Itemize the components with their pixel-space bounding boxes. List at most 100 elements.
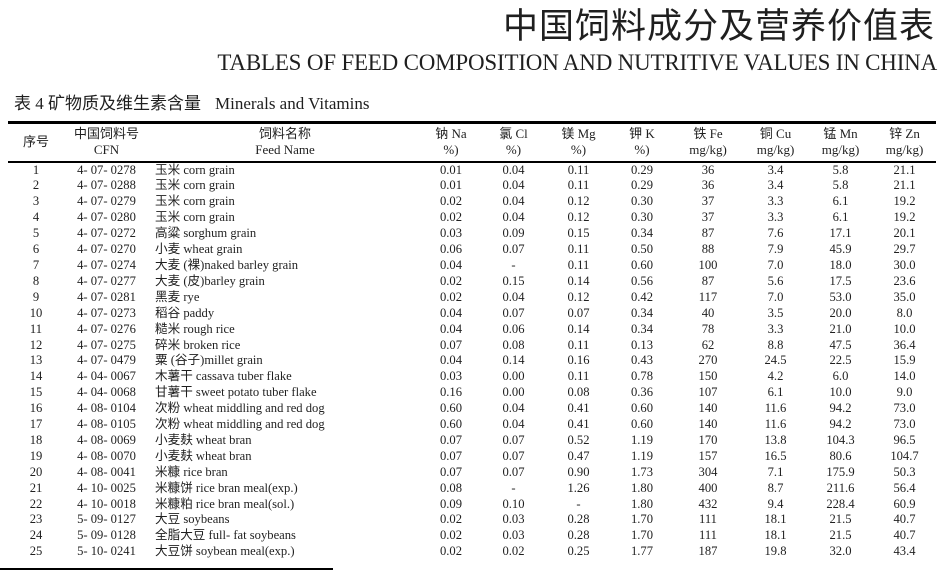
cell-na: 0.60 <box>439 417 463 432</box>
column-header-mn: 锰 Mn mg/kg) <box>808 122 873 163</box>
cell-na: 0.06 <box>439 242 463 257</box>
cell-na: 0.04 <box>439 257 463 272</box>
cell-mn: 21.0 <box>829 321 852 336</box>
cell-zn: 23.6 <box>893 273 916 288</box>
cell-mg: 0.90 <box>567 464 590 479</box>
cell-na: 0.04 <box>439 305 463 320</box>
table-row: 8 4- 07- 0277 大麦 (皮)barley grain 0.02 0.15 0.… <box>8 274 936 290</box>
cell-mn: 17.1 <box>829 226 852 241</box>
cell-na: 0.08 <box>439 480 463 495</box>
cell-index: 3 <box>32 194 40 209</box>
table-row: 1 4- 07- 0278 玉米 corn grain 0.01 0.04 0.11 0.2… <box>8 162 936 179</box>
feed-table-body: 1 4- 07- 0278 玉米 corn grain 0.01 0.04 0.11 0.2… <box>8 162 936 561</box>
table-caption: 表 4 矿物质及维生素含量 Minerals and Vitamins <box>14 89 939 114</box>
cell-cu: 9.4 <box>767 496 784 511</box>
cell-fe: 270 <box>698 353 718 368</box>
cell-fe: 140 <box>698 417 718 432</box>
cell-cu: 7.6 <box>767 226 784 241</box>
cell-mn: 6.1 <box>832 210 849 225</box>
bottom-cutoff-rule <box>0 568 333 570</box>
column-header-mg: 镁 Mg%) <box>546 122 611 163</box>
cell-feed-name: 全脂大豆 full- fat soybeans <box>155 528 296 543</box>
cell-na: 0.16 <box>439 385 463 400</box>
cell-k: 1.80 <box>630 496 654 511</box>
cell-k: 0.78 <box>630 369 654 384</box>
cell-index: 2 <box>32 178 40 193</box>
cell-cl: 0.07 <box>502 432 525 447</box>
cell-mn: 175.9 <box>826 464 855 479</box>
cell-mg: 0.11 <box>567 369 590 384</box>
cell-fe: 37 <box>701 210 715 225</box>
cell-zn: 35.0 <box>893 289 916 304</box>
table-row: 5 4- 07- 0272 高粱 sorghum grain 0.03 0.09 0.15… <box>8 226 936 242</box>
cell-fe: 400 <box>698 480 718 495</box>
cell-cl: 0.07 <box>502 464 525 479</box>
cell-feed-name: 黑麦 rye <box>155 289 200 304</box>
cell-feed-name: 玉米 corn grain <box>155 194 235 209</box>
table-row: 23 5- 09- 0127 大豆 soybeans 0.02 0.03 0.28 1.70… <box>8 512 936 528</box>
cell-na: 0.03 <box>439 226 463 241</box>
cell-zn: 19.2 <box>893 210 916 225</box>
cell-na: 0.07 <box>439 337 463 352</box>
table-row: 9 4- 07- 0281 黑麦 rye 0.02 0.04 0.12 0.42 117 7.0… <box>8 290 936 306</box>
table-row: 2 4- 07- 0288 玉米 corn grain 0.01 0.04 0.11 0.2… <box>8 178 936 194</box>
table-row: 14 4- 04- 0067 木薯干 cassava tuber flake 0.03… <box>8 369 936 385</box>
table-row: 22 4- 10- 0018 米糠粕 rice bran meal(sol.) 0.0… <box>8 497 936 513</box>
cell-zn: 43.4 <box>893 544 916 559</box>
cell-mn: 104.3 <box>826 432 855 447</box>
cell-index: 13 <box>29 353 43 368</box>
cell-index: 19 <box>29 448 43 463</box>
cell-mn: 21.5 <box>829 528 852 543</box>
cell-fe: 117 <box>698 289 718 304</box>
page-title-english: TABLES OF FEED COMPOSITION AND NUTRITIVE… <box>217 50 937 76</box>
cell-feed-name: 次粉 wheat middling and red dog <box>155 401 325 416</box>
cell-zn: 21.1 <box>893 178 916 193</box>
cell-mg: 0.11 <box>567 257 590 272</box>
cell-feed-name: 糙米 rough rice <box>155 321 235 336</box>
cell-feed-name: 大豆 soybeans <box>155 512 230 527</box>
cell-zn: 10.0 <box>893 321 916 336</box>
table-caption-chinese: 表 4 矿物质及维生素含量 <box>14 93 201 113</box>
cell-feed-name: 高粱 sorghum grain <box>155 226 257 241</box>
cell-zn: 29.7 <box>893 242 916 257</box>
cell-k: 0.34 <box>630 321 654 336</box>
cell-na: 0.60 <box>439 401 463 416</box>
cell-mg: 0.47 <box>567 448 590 463</box>
cell-fe: 304 <box>698 464 718 479</box>
cell-fe: 107 <box>698 385 718 400</box>
cell-zn: 104.7 <box>890 448 919 463</box>
cell-cl: 0.00 <box>502 369 525 384</box>
cell-cl: 0.04 <box>502 289 525 304</box>
cell-cl: - <box>511 257 516 272</box>
cell-cu: 18.1 <box>764 528 787 543</box>
cell-cl: 0.02 <box>502 544 525 559</box>
cell-index: 20 <box>29 464 43 479</box>
cell-cl: 0.15 <box>502 273 525 288</box>
cell-mg: 0.14 <box>567 273 590 288</box>
cell-index: 15 <box>29 385 43 400</box>
cell-k: 0.30 <box>630 210 654 225</box>
table-row: 16 4- 08- 0104 次粉 wheat middling and red d… <box>8 401 936 417</box>
cell-cu: 5.6 <box>767 273 784 288</box>
cell-index: 1 <box>32 162 40 177</box>
cell-cu: 13.8 <box>764 432 787 447</box>
cell-cu: 3.4 <box>767 162 784 177</box>
cell-mn: 17.5 <box>829 273 852 288</box>
cell-cfn: 4- 07- 0276 <box>77 321 136 336</box>
cell-cfn: 4- 10- 0018 <box>77 496 136 511</box>
cell-cl: 0.07 <box>502 305 525 320</box>
cell-mg: 0.11 <box>567 242 590 257</box>
cell-fe: 157 <box>698 448 718 463</box>
cell-mn: 20.0 <box>829 305 852 320</box>
cell-k: 0.30 <box>630 194 654 209</box>
cell-cfn: 4- 10- 0025 <box>77 480 136 495</box>
cell-fe: 62 <box>701 337 715 352</box>
cell-fe: 170 <box>698 432 718 447</box>
cell-k: 1.70 <box>630 512 654 527</box>
cell-na: 0.03 <box>439 369 463 384</box>
cell-k: 1.77 <box>630 544 654 559</box>
cell-cfn: 4- 07- 0281 <box>77 289 136 304</box>
cell-k: 0.60 <box>630 257 654 272</box>
cell-cfn: 4- 08- 0070 <box>77 448 136 463</box>
